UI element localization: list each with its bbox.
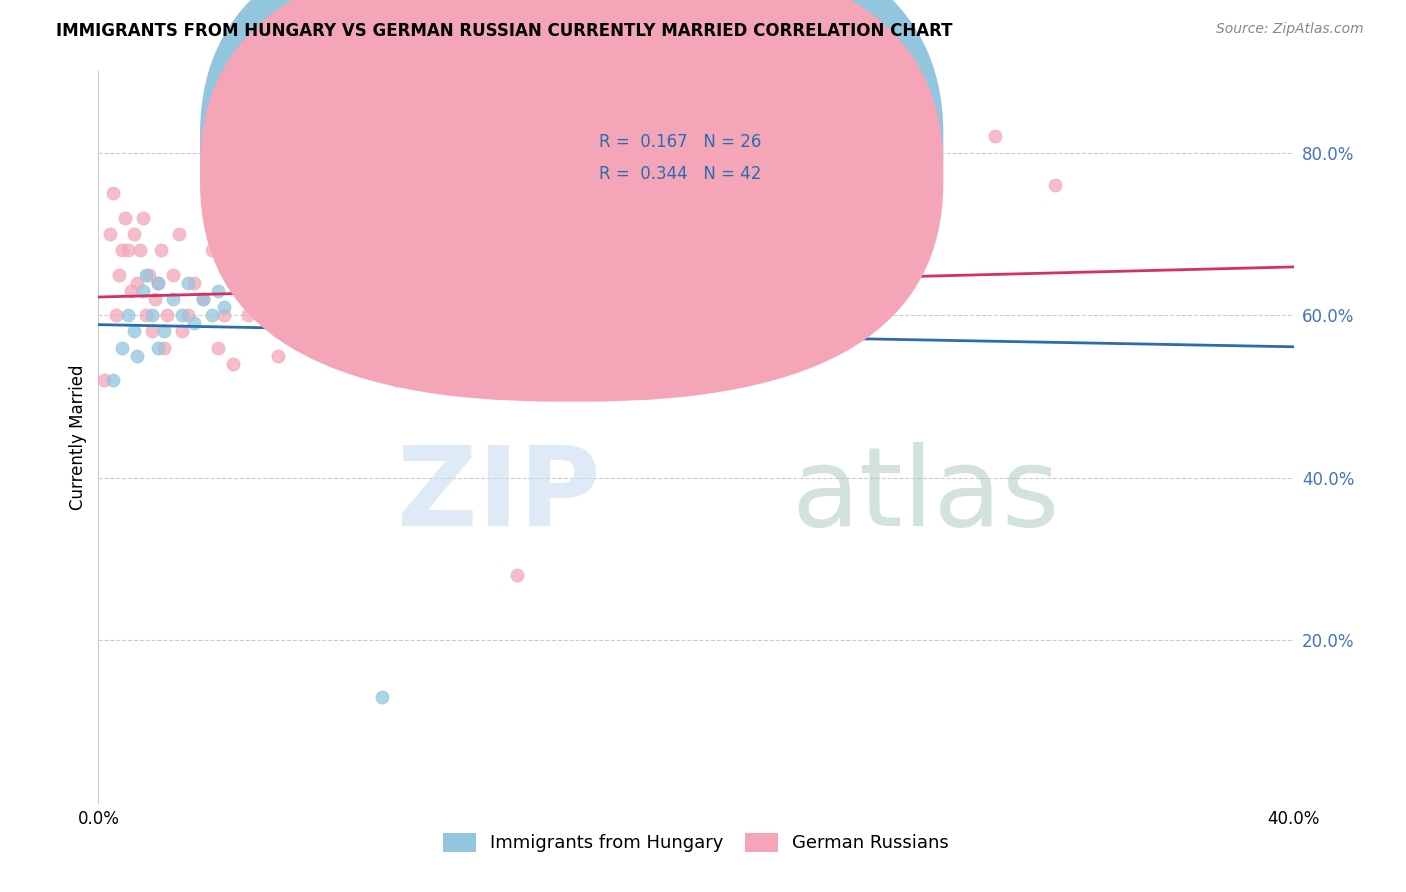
Point (98, 227, 122, 241)
Point (267, 325, 290, 339)
Point (117, 243, 139, 257)
Point (148, 276, 170, 290)
Point (172, 308, 194, 322)
Point (103, 373, 125, 387)
Point (129, 243, 152, 257)
Point (162, 268, 184, 282)
Point (183, 316, 205, 330)
Point (132, 284, 155, 298)
Point (127, 276, 149, 290)
Point (252, 268, 274, 282)
Point (172, 325, 194, 339)
Point (132, 211, 155, 225)
Y-axis label: Currently Married: Currently Married (69, 364, 87, 510)
Point (156, 308, 179, 322)
Point (626, 341, 648, 355)
Point (236, 308, 259, 322)
Point (326, 341, 349, 355)
Point (148, 276, 170, 290)
Point (93, 373, 115, 387)
Legend: Immigrants from Hungary, German Russians: Immigrants from Hungary, German Russians (436, 826, 956, 860)
Point (135, 268, 157, 282)
Point (177, 308, 200, 322)
Point (141, 325, 163, 339)
Point (108, 268, 131, 282)
Point (141, 308, 163, 322)
FancyBboxPatch shape (200, 0, 943, 369)
FancyBboxPatch shape (200, 0, 943, 401)
Point (177, 276, 200, 290)
Point (135, 308, 157, 322)
Point (153, 341, 176, 355)
Point (114, 211, 136, 225)
Point (222, 357, 245, 371)
FancyBboxPatch shape (529, 112, 887, 203)
Point (984, 129, 1007, 144)
Point (127, 349, 149, 363)
Text: atlas: atlas (792, 442, 1060, 549)
Point (356, 292, 378, 306)
Point (297, 276, 319, 290)
Point (222, 276, 245, 290)
Point (117, 308, 139, 322)
Point (138, 268, 160, 282)
Point (385, 373, 409, 387)
Text: ZIP: ZIP (396, 442, 600, 549)
Point (120, 284, 142, 298)
Point (252, 308, 274, 322)
Text: R =  0.344   N = 42: R = 0.344 N = 42 (599, 165, 762, 183)
Point (506, 568, 529, 582)
Point (894, 252, 917, 266)
Point (153, 325, 176, 339)
Point (207, 341, 229, 355)
Point (162, 292, 184, 306)
Point (267, 349, 290, 363)
Point (150, 243, 173, 257)
Text: Source: ZipAtlas.com: Source: ZipAtlas.com (1216, 22, 1364, 37)
Point (191, 292, 214, 306)
Point (124, 325, 146, 339)
Point (124, 227, 146, 241)
Point (183, 276, 205, 290)
Point (1043, 178, 1066, 193)
Point (201, 243, 224, 257)
Point (212, 308, 235, 322)
Point (111, 243, 134, 257)
Point (105, 308, 128, 322)
Point (103, 186, 125, 201)
Point (191, 292, 214, 306)
Point (148, 341, 170, 355)
Point (212, 300, 235, 314)
Point (207, 284, 229, 298)
Point (446, 308, 468, 322)
Text: R =  0.167   N = 26: R = 0.167 N = 26 (599, 133, 762, 151)
Point (143, 292, 166, 306)
Point (371, 690, 394, 705)
Point (167, 227, 190, 241)
Point (201, 308, 224, 322)
Point (236, 292, 259, 306)
Point (111, 341, 134, 355)
Text: IMMIGRANTS FROM HUNGARY VS GERMAN RUSSIAN CURRENTLY MARRIED CORRELATION CHART: IMMIGRANTS FROM HUNGARY VS GERMAN RUSSIA… (56, 22, 953, 40)
